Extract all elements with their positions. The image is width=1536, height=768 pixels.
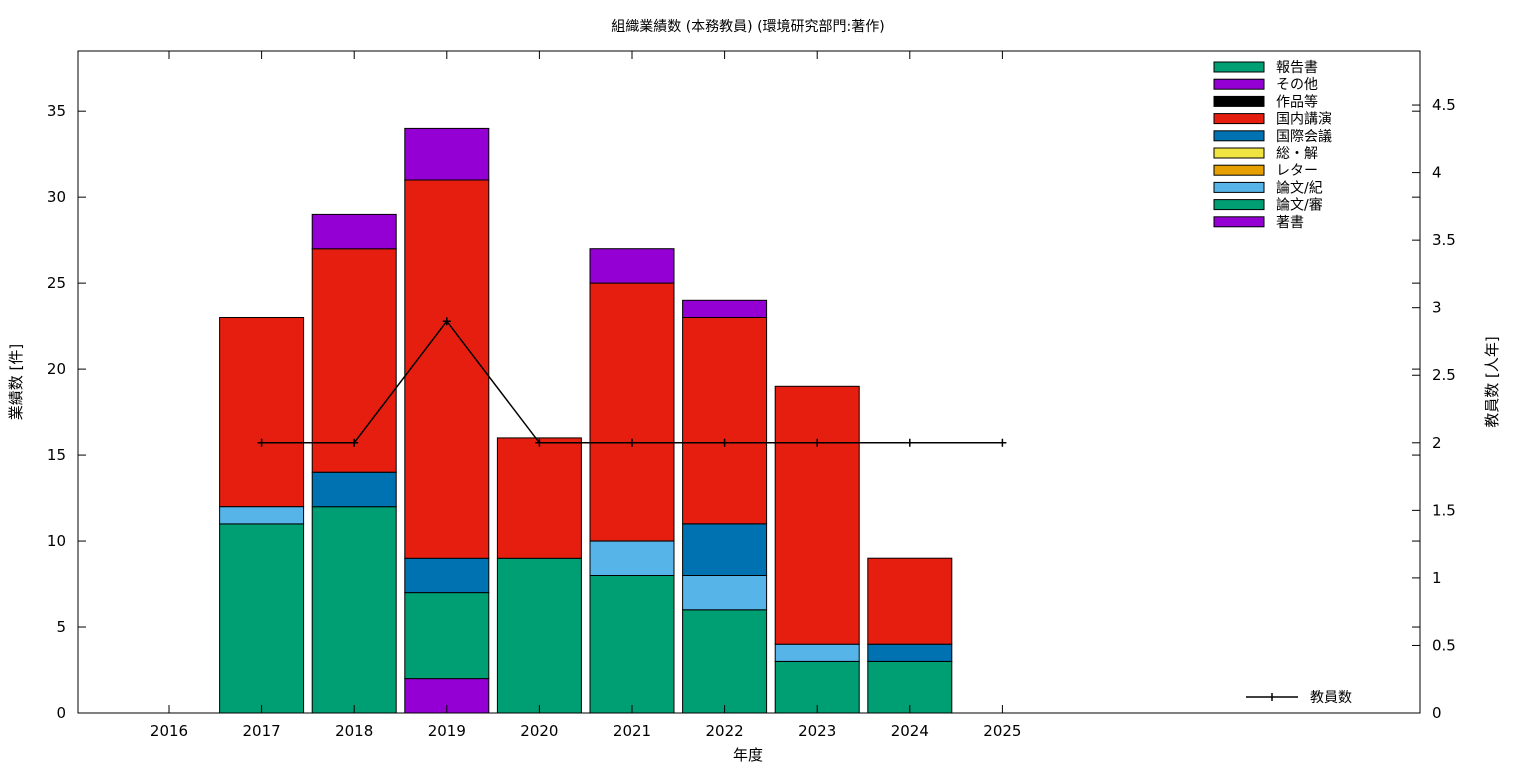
bar-segment [219, 317, 305, 508]
legend-label: 国際会議 [1276, 128, 1332, 145]
bar-segment [774, 660, 860, 714]
bar-segment [682, 299, 768, 318]
bar-segment [496, 557, 582, 714]
bar-segment [682, 317, 768, 525]
y-axis-label: 業績数 [件] [7, 344, 25, 420]
x-tick-label: 2025 [983, 722, 1021, 740]
legend-swatch [1213, 164, 1265, 176]
legend-swatch [1213, 113, 1265, 125]
legend-swatch [1213, 95, 1265, 107]
y2-axis: 0 0.5 1 1.5 2 2.5 3 3.5 4 4.5 [1412, 96, 1456, 722]
y2-tick-label: 0.5 [1432, 636, 1456, 654]
bar-segment [219, 506, 305, 525]
x-axis-label: 年度 [733, 746, 763, 764]
legend-label: 総・解 [1276, 146, 1318, 162]
y-tick-label: 10 [47, 532, 66, 550]
line-point [350, 438, 359, 447]
bar-segment [404, 127, 490, 181]
legend-label: 著書 [1276, 215, 1304, 231]
x-tick-label: 2023 [798, 722, 836, 740]
x-tick-label: 2019 [428, 722, 466, 740]
x-tick-label: 2018 [335, 722, 373, 740]
legend-label: その他 [1276, 77, 1318, 93]
bar-segment [589, 540, 675, 576]
bar-segment [867, 643, 953, 662]
legend-label: レター [1276, 163, 1318, 179]
bar-segment [682, 574, 768, 611]
y2-tick-label: 3.5 [1432, 231, 1456, 249]
bar-segment [404, 179, 490, 559]
bars-layer [219, 127, 953, 714]
bar-segment [311, 506, 397, 714]
x-tick-label: 2020 [520, 722, 558, 740]
y-tick-label: 15 [47, 446, 66, 464]
line-point [257, 438, 266, 447]
y2-tick-label: 2 [1432, 434, 1442, 452]
y2-tick-label: 1.5 [1432, 501, 1456, 519]
bar-segment [774, 385, 860, 645]
bar-segment [311, 213, 397, 250]
legend-label: 報告書 [1276, 60, 1318, 76]
y2-tick-label: 1 [1432, 569, 1442, 587]
legend-label: 国内講演 [1276, 112, 1332, 128]
plot-frame [77, 50, 1421, 714]
x-tick-label: 2024 [891, 722, 929, 740]
x-tick-label: 2021 [613, 722, 651, 740]
bar-segment [404, 557, 490, 594]
legend-label: 作品等 [1276, 93, 1318, 110]
legend-swatch [1213, 130, 1265, 142]
x-tick-label: 2022 [706, 722, 744, 740]
bar-segment [774, 643, 860, 662]
legend-swatch [1213, 181, 1265, 193]
legend-swatch [1213, 147, 1265, 159]
line-point [813, 438, 822, 447]
y-tick-label: 35 [47, 102, 66, 120]
chart-title: 組織業績数 (本務教員) (環境研究部門:著作) [611, 19, 884, 35]
bar-segment [311, 471, 397, 508]
line-point [628, 438, 636, 447]
y2-tick-label: 3 [1432, 299, 1442, 317]
bar-segment [589, 282, 675, 542]
legend-swatch [1213, 216, 1265, 228]
line-layer [257, 317, 1007, 447]
y2-tick-label: 0 [1432, 704, 1442, 722]
bar-segment [496, 437, 582, 559]
legend-swatch [1213, 78, 1265, 90]
y2-tick-label: 4 [1432, 164, 1442, 182]
line-point [535, 438, 544, 447]
legend-swatch [1213, 61, 1265, 73]
bar-segment [682, 523, 768, 577]
line-legend-label: 教員数 [1310, 690, 1352, 706]
x-tick-label: 2016 [150, 722, 188, 740]
bar-segment [589, 248, 675, 284]
bar-segment [682, 609, 768, 714]
bar-segment [589, 574, 675, 714]
y2-axis-label: 教員数 [人年] [1483, 336, 1501, 427]
legend-label: 論文/審 [1276, 198, 1323, 214]
legend-label: 論文/紀 [1276, 180, 1323, 196]
y-tick-label: 20 [47, 360, 66, 378]
line-point [998, 438, 1007, 447]
line-legend: 教員数 [1246, 690, 1352, 706]
x-axis: 2016 2017 2018 2019 2020 2021 2022 2023 2024 2025 [150, 51, 1021, 740]
y2-tick-label: 2.5 [1432, 366, 1456, 384]
y-tick-label: 5 [56, 618, 66, 636]
bar-segment [219, 523, 305, 714]
line-point [442, 317, 451, 326]
y2-tick-label: 4.5 [1432, 96, 1456, 114]
legend-swatch [1213, 199, 1265, 211]
line-point [720, 438, 729, 447]
y-axis: 0 5 10 15 20 25 30 35 [47, 102, 1420, 722]
y-tick-label: 0 [56, 704, 66, 722]
y-tick-label: 25 [47, 274, 66, 292]
line-point [905, 438, 914, 447]
x-tick-label: 2017 [243, 722, 281, 740]
bar-segment [404, 592, 490, 680]
bar-segment [311, 248, 397, 473]
y-tick-label: 30 [47, 188, 66, 206]
bar-segment [867, 557, 953, 645]
